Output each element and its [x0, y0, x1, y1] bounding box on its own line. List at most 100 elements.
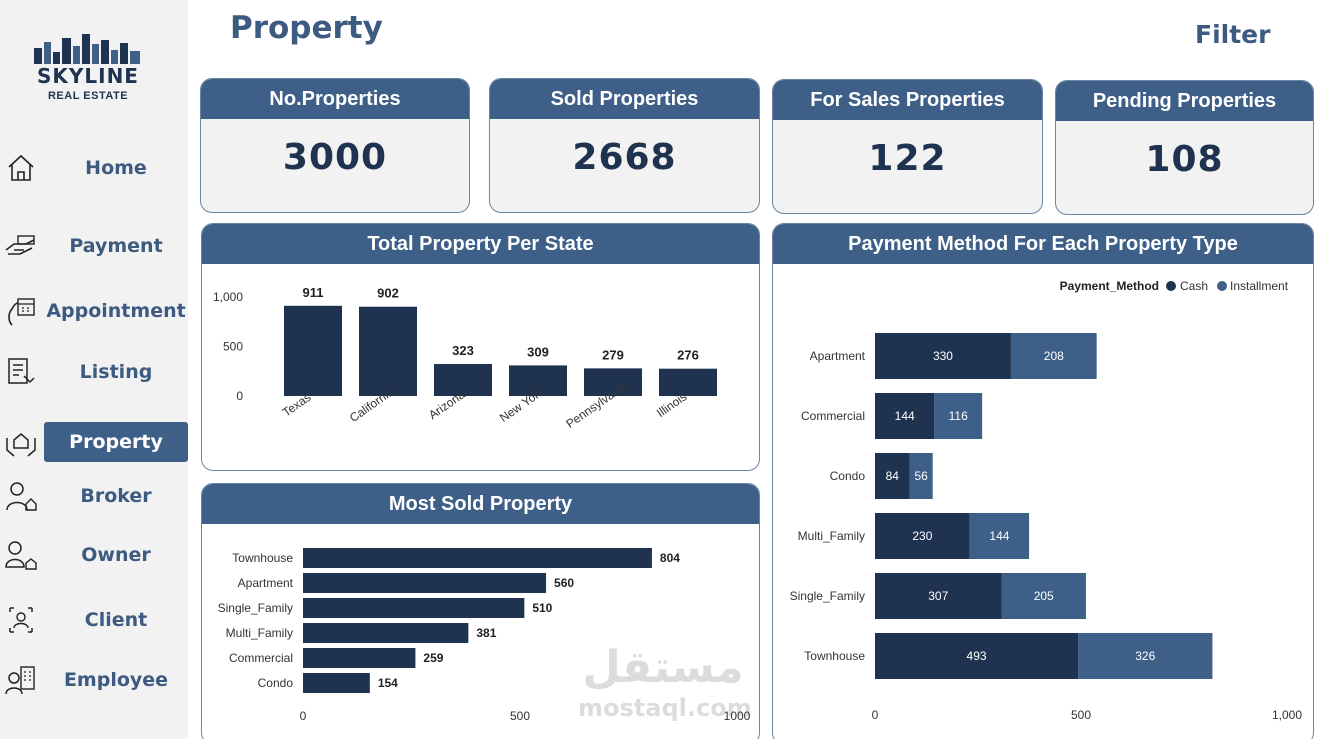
data-label: 230 [912, 529, 932, 543]
data-label: 309 [527, 344, 549, 359]
bar-segment [875, 393, 935, 439]
data-label: 208 [1044, 349, 1064, 363]
bar-segment [875, 513, 970, 559]
bar [303, 573, 547, 593]
kpi-value: 2668 [572, 137, 677, 178]
x-tick-label: 1,000 [1272, 708, 1302, 722]
data-label: 510 [532, 601, 552, 615]
y-tick-label: Townhouse [232, 551, 293, 565]
nav-label-payment: Payment [69, 235, 163, 257]
nav-label-listing: Listing [79, 361, 153, 383]
bar [509, 365, 567, 396]
logo-title: SKYLINE [37, 64, 139, 88]
bar-segment [934, 393, 983, 439]
legend-marker-cash [1166, 281, 1176, 291]
y-tick-label: Commercial [801, 409, 865, 423]
most-sold-card: Most Sold Property Townhouse 804 Apartment… [201, 483, 760, 739]
nav-item-broker[interactable]: Broker [0, 476, 188, 516]
most-sold-bar-chart: Townhouse 804 Apartment 560 Single_Family 510… [218, 548, 751, 723]
watermark-arabic: مستقل [582, 642, 744, 693]
y-tick-label: Multi_Family [226, 626, 293, 640]
data-label: 330 [933, 349, 953, 363]
nav-item-property[interactable]: Property [0, 422, 188, 462]
kpi-card-pending-properties: Pending Properties 108 [1055, 80, 1314, 215]
y-tick-label: Single_Family [218, 601, 293, 615]
bar [659, 368, 717, 396]
bar [359, 306, 417, 396]
bar [584, 368, 642, 396]
data-label: 911 [303, 285, 324, 300]
data-label: 56 [914, 469, 928, 483]
y-tick-label: Single_Family [790, 589, 865, 603]
nav-label-owner: Owner [81, 544, 151, 566]
nav-item-client[interactable]: Client [0, 600, 188, 640]
legend-marker-installment [1217, 281, 1227, 291]
bar [303, 598, 525, 618]
nav-label-home: Home [85, 157, 147, 179]
data-label: 116 [949, 409, 968, 423]
kpi-title: No.Properties [201, 79, 469, 119]
data-label: 902 [377, 286, 399, 301]
bar [303, 673, 370, 693]
data-label: 323 [452, 343, 474, 358]
home-icon [8, 154, 34, 181]
bar [303, 648, 416, 668]
payment-hand-icon [5, 235, 35, 255]
y-tick-label: Commercial [229, 651, 293, 665]
y-tick-label: Apartment [810, 349, 866, 363]
nav-label-property: Property [44, 422, 188, 462]
kpi-card-sold-properties: Sold Properties 2668 [489, 78, 760, 213]
x-tick-label: 0 [300, 709, 307, 723]
appointment-calendar-icon [8, 298, 35, 326]
state-chart-card: Total Property Per State 1,000 500 0 911 Tex… [201, 223, 760, 471]
nav-item-payment[interactable]: Payment [0, 226, 188, 266]
nav-label-appointment: Appointment [46, 300, 186, 322]
state-bar-chart: 1,0005000911Texas902California323Arizona… [213, 285, 717, 431]
logo-subtitle: REAL ESTATE [47, 90, 129, 102]
kpi-card-no-properties: No.Properties 3000 [200, 78, 470, 213]
client-icon [9, 607, 33, 633]
bar [284, 305, 342, 396]
data-label: 560 [554, 576, 574, 590]
x-tick-label: 500 [510, 709, 530, 723]
bar-segment [1010, 333, 1097, 379]
data-label: 154 [378, 676, 398, 690]
nav-item-employee[interactable]: Employee [0, 660, 188, 700]
watermark: مستقل mostaql.com [578, 642, 752, 722]
property-house-hand-icon [6, 433, 36, 457]
y-tick-label: 0 [236, 389, 243, 403]
nav-item-listing[interactable]: Listing [0, 352, 188, 392]
filter-button[interactable]: Filter [1195, 20, 1271, 49]
nav-item-home[interactable]: Home [0, 148, 188, 188]
bar-segment [909, 453, 933, 499]
data-label: 804 [660, 551, 680, 565]
listing-icon [8, 358, 35, 384]
x-tick-label: 0 [872, 708, 879, 722]
data-label: 381 [476, 626, 496, 640]
data-label: 493 [967, 649, 987, 663]
bar [303, 548, 652, 568]
nav-item-appointment[interactable]: Appointment [0, 291, 188, 331]
bar-segment [875, 573, 1002, 619]
sidebar: SKYLINE REAL ESTATE Home Payment Appoint… [0, 0, 188, 739]
legend-title: Payment_Method [1060, 279, 1159, 293]
bar-segment [875, 333, 1011, 379]
data-label: 205 [1034, 589, 1054, 603]
kpi-card-for-sales-properties: For Sales Properties 122 [772, 79, 1043, 214]
nav-item-owner[interactable]: Owner [0, 535, 188, 575]
legend-label-installment: Installment [1230, 279, 1289, 293]
owner-icon [5, 541, 37, 570]
bar [303, 623, 469, 643]
chart-title: Most Sold Property [202, 484, 759, 524]
data-label: 326 [1135, 649, 1155, 663]
y-tick-label: 500 [223, 340, 243, 354]
kpi-value: 108 [1145, 139, 1224, 180]
data-label: 84 [886, 469, 900, 483]
kpi-title: Sold Properties [490, 79, 759, 119]
bar-segment [1078, 633, 1213, 679]
chart-title: Total Property Per State [202, 224, 759, 264]
data-label: 307 [928, 589, 948, 603]
nav-label-client: Client [84, 609, 148, 631]
nav-label-broker: Broker [80, 485, 152, 507]
data-label: 259 [423, 651, 443, 665]
